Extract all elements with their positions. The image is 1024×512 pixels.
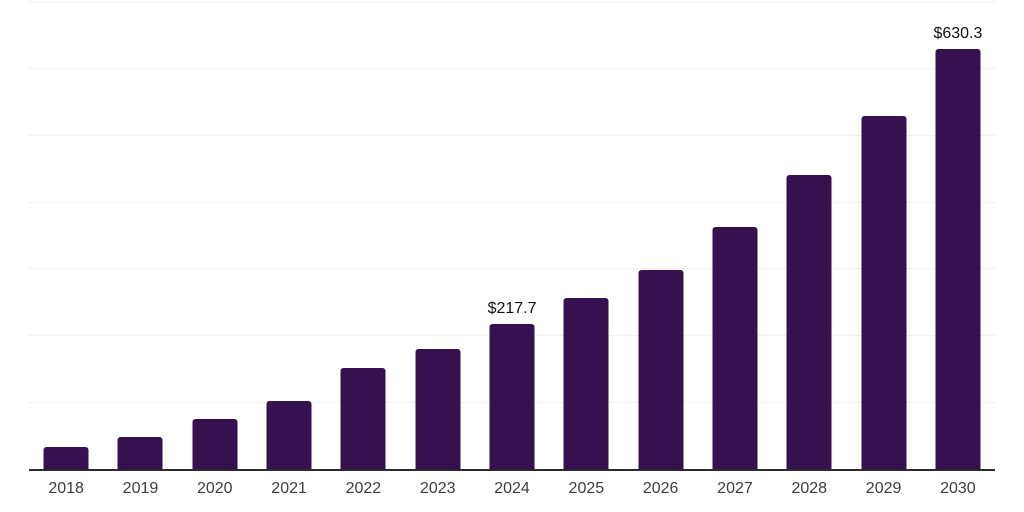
x-tick-2028: 2028 bbox=[791, 480, 828, 497]
bar-2027 bbox=[712, 226, 758, 470]
bars: $217.7 $630.3 bbox=[29, 2, 995, 470]
bar-2018 bbox=[43, 446, 89, 470]
x-tick-2027: 2027 bbox=[717, 480, 753, 497]
gridline-300 bbox=[29, 268, 995, 270]
x-tick-2021: 2021 bbox=[271, 480, 307, 497]
bar-slot-2026 bbox=[624, 2, 698, 470]
x-tick-2024: 2024 bbox=[494, 480, 530, 497]
x-tick-2029: 2029 bbox=[865, 480, 902, 497]
x-axis-line bbox=[29, 469, 995, 471]
value-label-2030: $630.3 bbox=[933, 24, 983, 42]
x-tick-2022: 2022 bbox=[345, 480, 382, 497]
bar-2026 bbox=[638, 269, 684, 470]
x-tick-2026: 2026 bbox=[642, 480, 679, 497]
bar-2030 bbox=[935, 48, 981, 470]
bar-slot-2027 bbox=[698, 2, 772, 470]
bar-slot-2030: $630.3 bbox=[921, 2, 995, 470]
gridline-600 bbox=[29, 67, 995, 69]
bar-slot-2024: $217.7 bbox=[475, 2, 549, 470]
x-tick-2020: 2020 bbox=[196, 480, 233, 497]
x-tick-2019: 2019 bbox=[122, 480, 159, 497]
x-axis-labels: 2018 2019 2020 2021 2022 2023 2024 2025 2026 2027… bbox=[29, 480, 995, 498]
bar-slot-2028 bbox=[772, 2, 846, 470]
gridline-500 bbox=[29, 134, 995, 136]
value-label-2024: $217.7 bbox=[487, 300, 537, 318]
gridline-700 bbox=[29, 1, 995, 2]
x-tick-2018: 2018 bbox=[48, 480, 84, 497]
bar-2022 bbox=[340, 368, 386, 470]
bar-slot-2019 bbox=[103, 2, 177, 470]
bar-slot-2020 bbox=[178, 2, 252, 470]
bar-slot-2018 bbox=[29, 2, 103, 470]
bar-2023 bbox=[415, 348, 461, 470]
bar-2020 bbox=[192, 419, 238, 470]
bar-2029 bbox=[861, 115, 907, 470]
bar-2021 bbox=[266, 400, 312, 470]
bar-slot-2022 bbox=[326, 2, 400, 470]
bar-slot-2021 bbox=[252, 2, 326, 470]
plot-area: $217.7 $630.3 bbox=[29, 1, 995, 471]
bar-2025 bbox=[563, 298, 609, 470]
gridline-400 bbox=[29, 201, 995, 203]
x-tick-2023: 2023 bbox=[419, 480, 456, 497]
bar-slot-2025 bbox=[549, 2, 623, 470]
bar-slot-2023 bbox=[401, 2, 475, 470]
bar-2024 bbox=[489, 324, 535, 470]
x-tick-2025: 2025 bbox=[568, 480, 605, 497]
bar-slot-2029 bbox=[846, 2, 920, 470]
bar-2019 bbox=[117, 436, 163, 470]
x-tick-2030: 2030 bbox=[940, 480, 976, 497]
bar-2028 bbox=[786, 175, 832, 470]
